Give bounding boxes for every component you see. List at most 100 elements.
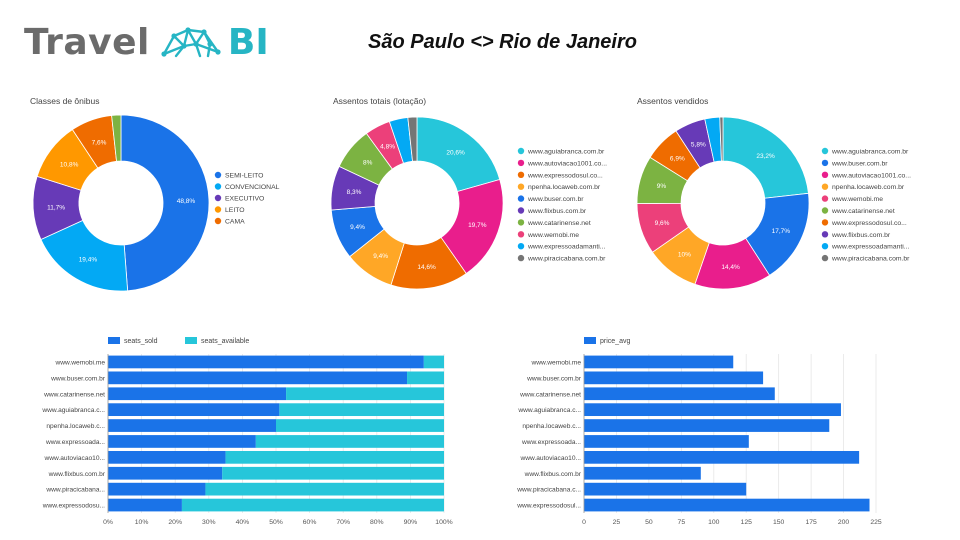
- assentos_vendidos-legend-item-7: www.flixbus.com.br: [831, 232, 891, 239]
- seats-tick-label-7: 70%: [336, 519, 350, 526]
- assentos_totais-legend-dot-7: [517, 231, 525, 238]
- price-tick-label-4: 100: [708, 519, 720, 526]
- seats-category-label-8: www.piracicabana...: [45, 487, 105, 494]
- seats-category-label-5: www.expressoada...: [45, 439, 105, 446]
- assentos_totais-legend-dot-1: [517, 159, 525, 167]
- price-bar-0-0: [584, 355, 734, 369]
- seats-tick-label-3: 30%: [202, 519, 216, 526]
- price-legend-item-0: price_avg: [600, 338, 630, 345]
- seats-legend-swatch-0: [108, 337, 120, 344]
- assentos_vendidos-slice-0: [722, 116, 809, 199]
- assentos_vendidos-legend-item-6: www.expressodosul.co...: [831, 220, 907, 227]
- seats-category-label-3: www.aguiabranca.c...: [41, 407, 105, 414]
- seats-bar-0-2: [108, 387, 287, 401]
- assentos_totais-legend-item-3: npenha.locaweb.com.br: [528, 184, 601, 191]
- assentos_vendidos-legend-item-5: www.catarinense.net: [831, 208, 895, 215]
- assentos_vendidos-legend-item-8: www.expressoadamanti...: [831, 244, 910, 251]
- price-tick-label-0: 0: [582, 519, 586, 526]
- assentos_totais-slice-label-4: 9,4%: [350, 224, 365, 231]
- price-category-label-8: www.piracicabana.c...: [516, 487, 581, 494]
- assentos_vendidos-slice-label-1: 17,7%: [772, 228, 791, 235]
- assentos_vendidos-slice-label-0: 23,2%: [756, 153, 775, 160]
- assentos_totais-legend-item-5: www.flixbus.com.br: [527, 208, 587, 215]
- seats-bar-1-2: [286, 387, 444, 401]
- seats-tick-label-0: 0%: [103, 519, 113, 526]
- price-category-label-6: www.autoviacao10...: [520, 455, 582, 462]
- price-tick-label-3: 75: [678, 519, 686, 526]
- seats-tick-label-5: 50%: [269, 519, 283, 526]
- assentos_totais-legend-item-9: www.piracicabana.com.br: [527, 256, 606, 263]
- price-bar-0-7: [584, 466, 701, 480]
- price-bar-0-6: [584, 450, 860, 464]
- seats-bar-chart: seats_sold seats_available 0% 10% 20% 30% 40% 5…: [41, 337, 453, 526]
- page-title: São Paulo <> Rio de Janeiro: [368, 31, 637, 53]
- seats-category-label-6: www.autoviacao10...: [44, 455, 106, 462]
- seats-tick-label-6: 60%: [303, 519, 317, 526]
- price-bar-0-8: [584, 482, 747, 496]
- seats-tick-label-8: 80%: [370, 519, 384, 526]
- assentos_totais-legend-dot-9: [517, 254, 525, 262]
- seats-tick-label-2: 20%: [168, 519, 182, 526]
- seats-bar-0-7: [108, 466, 223, 480]
- seats-bar-0-3: [108, 403, 280, 417]
- seats-legend-item-1: seats_available: [201, 338, 249, 345]
- price-bar-0-9: [584, 498, 870, 512]
- assentos_totais-legend-dot-5: [517, 207, 525, 214]
- seats-category-label-1: www.buser.com.br: [50, 375, 106, 382]
- classes-slice-label-0: 48,8%: [177, 198, 196, 205]
- assentos_totais-slice-9: [407, 116, 418, 162]
- price-bar-0-3: [584, 403, 841, 417]
- seats-bar-0-6: [108, 450, 226, 464]
- assentos_vendidos-legend-item-3: npenha.locaweb.com.br: [832, 184, 905, 191]
- classes-legend-dot-3: [214, 206, 222, 213]
- seats-bar-0-4: [108, 419, 276, 432]
- seats-category-label-0: www.wemobi.me: [55, 359, 106, 366]
- seats-bar-0-5: [108, 435, 256, 448]
- assentos_totais-legend-item-1: www.autoviacao1001.co...: [527, 160, 607, 167]
- assentos_totais-legend-item-8: www.expressoadamanti...: [527, 244, 606, 251]
- assentos_totais-legend-item-7: www.wemobi.me: [527, 232, 579, 239]
- seats-bar-1-9: [181, 498, 445, 512]
- price-bar-0-4: [584, 419, 830, 432]
- seats-category-label-4: npenha.locaweb.c...: [46, 423, 105, 430]
- price-tick-label-9: 225: [870, 519, 882, 526]
- assentos_totais-legend-item-6: www.catarinense.net: [527, 220, 591, 227]
- seats-tick-label-1: 10%: [135, 519, 149, 526]
- price-legend-swatch-0: [584, 337, 596, 344]
- assentos_vendidos-slice-label-4: 9,6%: [655, 220, 670, 227]
- seats-category-label-9: www.expressodosu...: [42, 503, 105, 510]
- price-tick-label-2: 50: [645, 519, 653, 526]
- classes-legend-dot-0: [214, 171, 222, 179]
- seats-legend-swatch-1: [185, 337, 197, 344]
- classes-legend-item-2: EXECUTIVO: [225, 196, 264, 203]
- assentos_totais-legend-dot-8: [517, 243, 525, 250]
- seats-bar-0-8: [108, 482, 206, 496]
- assentos_vendidos-legend-item-0: www.aguiabranca.com.br: [831, 149, 909, 156]
- assentos_vendidos-title: Assentos vendidos: [637, 96, 708, 106]
- seats-tick-label-10: 100%: [435, 519, 452, 526]
- price-category-label-0: www.wemobi.me: [531, 359, 582, 366]
- assentos_vendidos-legend-dot-8: [821, 243, 829, 250]
- assentos_totais-slice-label-2: 14,6%: [417, 264, 436, 271]
- price-tick-label-8: 200: [838, 519, 850, 526]
- classes-slice-label-2: 11,7%: [47, 204, 65, 211]
- price-bar-0-1: [584, 371, 764, 385]
- classes-slice-label-3: 10,8%: [60, 161, 79, 168]
- classes-slice-label-4: 7,6%: [92, 139, 107, 146]
- price-bar-0-5: [584, 435, 749, 448]
- assentos_vendidos-legend-dot-2: [821, 171, 829, 178]
- assentos_vendidos-legend-item-9: www.piracicabana.com.br: [831, 256, 910, 263]
- seats-bar-1-8: [205, 482, 444, 496]
- seats-bar-0-9: [108, 498, 182, 512]
- price-bar-0-2: [584, 387, 775, 401]
- price-category-label-4: npenha.locaweb.c...: [522, 423, 581, 430]
- seats-bar-1-1: [407, 371, 444, 385]
- assentos_vendidos-legend-dot-1: [821, 159, 829, 167]
- assentos_vendidos-slice-label-6: 6,9%: [670, 156, 685, 163]
- assentos_totais-legend-item-0: www.aguiabranca.com.br: [527, 149, 605, 156]
- seats-bar-1-7: [222, 466, 444, 480]
- assentos_totais-legend-dot-4: [517, 195, 525, 202]
- assentos_totais-slice-label-7: 4,8%: [380, 144, 395, 151]
- assentos_vendidos-legend-dot-0: [821, 147, 829, 155]
